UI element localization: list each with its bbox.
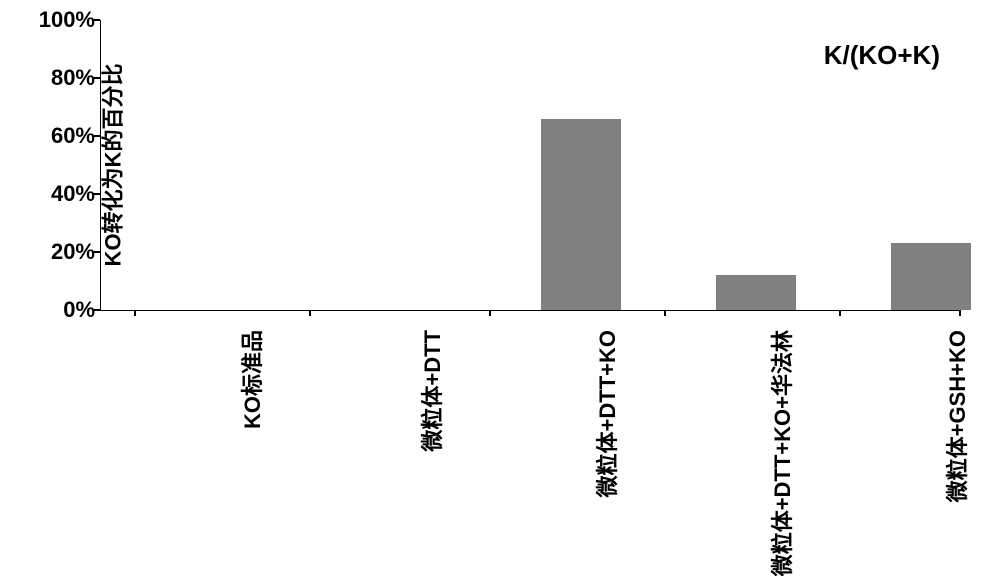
bar bbox=[541, 119, 621, 310]
y-tick-label: 60% bbox=[51, 123, 95, 149]
x-tick-mark bbox=[664, 310, 666, 316]
chart-container: KO转化为K的百分比 K/(KO+K) 0%20%40%60%80%100%KO… bbox=[0, 0, 1000, 576]
y-tick-label: 20% bbox=[51, 239, 95, 265]
x-category-label: 微粒体+DTT+KO+华法林 bbox=[765, 330, 797, 576]
y-tick-mark bbox=[94, 251, 100, 253]
bar bbox=[716, 275, 796, 310]
x-tick-mark bbox=[134, 310, 136, 316]
y-tick-mark bbox=[94, 193, 100, 195]
x-tick-mark bbox=[309, 310, 311, 316]
y-tick-mark bbox=[94, 77, 100, 79]
x-tick-mark bbox=[959, 310, 961, 316]
y-tick-mark bbox=[94, 135, 100, 137]
y-tick-label: 80% bbox=[51, 65, 95, 91]
y-tick-label: 0% bbox=[63, 297, 95, 323]
x-category-label: 微粒体+DTT+KO bbox=[590, 330, 622, 497]
x-category-label: KO标准品 bbox=[235, 330, 267, 429]
x-category-label: 微粒体+GSH+KO bbox=[940, 330, 972, 502]
x-tick-mark bbox=[839, 310, 841, 316]
y-tick-label: 40% bbox=[51, 181, 95, 207]
x-tick-mark bbox=[489, 310, 491, 316]
y-tick-mark bbox=[94, 19, 100, 21]
x-category-label: 微粒体+DTT bbox=[415, 330, 447, 452]
y-tick-label: 100% bbox=[39, 7, 95, 33]
legend-text: K/(KO+K) bbox=[824, 40, 940, 71]
y-tick-mark bbox=[94, 309, 100, 311]
bar bbox=[891, 243, 971, 310]
